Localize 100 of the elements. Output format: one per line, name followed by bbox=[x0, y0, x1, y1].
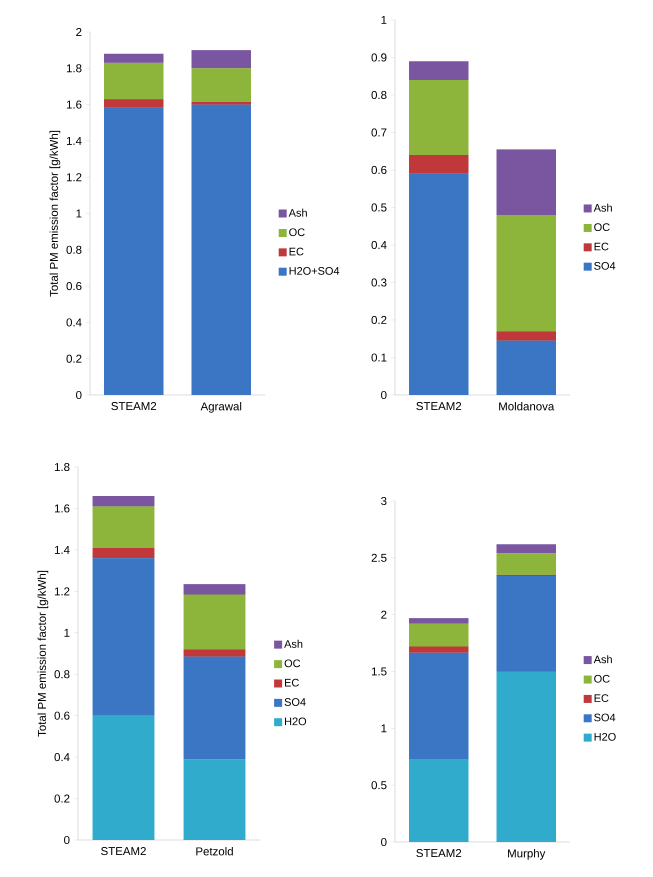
x-tick-label: Murphy bbox=[508, 849, 546, 860]
bar bbox=[192, 104, 252, 395]
y-tick-label: 1.8 bbox=[54, 462, 70, 472]
y-tick-label: 0.3 bbox=[372, 278, 386, 287]
legend-label: Ash bbox=[594, 655, 612, 664]
legend-label: SO4 bbox=[594, 714, 616, 722]
y-tick-label: 1.8 bbox=[66, 64, 82, 72]
bar bbox=[409, 759, 469, 842]
legend-label: EC bbox=[285, 678, 299, 687]
y-tick-label: 0.8 bbox=[66, 246, 82, 254]
bar bbox=[409, 154, 469, 174]
y-tick-label: 1 bbox=[76, 210, 82, 218]
bar bbox=[92, 558, 154, 716]
legend-label: OC bbox=[289, 228, 305, 236]
legend-label: OC bbox=[594, 674, 610, 683]
bar bbox=[409, 652, 469, 760]
bar bbox=[184, 649, 246, 657]
bar bbox=[104, 54, 164, 63]
bar bbox=[409, 61, 469, 80]
legend-label: OC bbox=[284, 659, 300, 668]
y-tick-label: 0.2 bbox=[66, 354, 82, 363]
bar bbox=[496, 672, 556, 842]
y-tick-label: 0.7 bbox=[372, 128, 386, 137]
y-tick-label: 0.8 bbox=[54, 670, 70, 678]
y-tick-label: 1.6 bbox=[54, 504, 70, 512]
bar bbox=[192, 68, 252, 102]
legend-label: H2O bbox=[594, 732, 616, 741]
x-tick-label: STEAM2 bbox=[416, 402, 462, 410]
y-tick-label: 0.6 bbox=[54, 712, 70, 720]
y-tick-label: 0.6 bbox=[66, 282, 82, 290]
x-tick-label: Petzold bbox=[196, 847, 233, 856]
bar bbox=[92, 496, 154, 506]
bar bbox=[409, 174, 469, 395]
legend-label: Ash bbox=[284, 640, 302, 648]
bar bbox=[192, 102, 252, 105]
legend-label: H2O bbox=[285, 718, 306, 726]
y-tick-label: 0 bbox=[381, 838, 387, 846]
bar bbox=[92, 716, 154, 840]
y-axis-title: Total PM emission factor [g/kWh] bbox=[50, 130, 60, 297]
y-tick-label: 0.8 bbox=[372, 90, 386, 100]
bar bbox=[409, 624, 469, 646]
bar bbox=[496, 553, 556, 575]
bar bbox=[92, 506, 154, 548]
bar bbox=[496, 331, 556, 341]
bar bbox=[496, 544, 556, 554]
y-tick-label: 0.2 bbox=[54, 794, 70, 803]
bar bbox=[184, 656, 246, 760]
y-tick-label: 0 bbox=[76, 390, 82, 400]
y-tick-label: 0.5 bbox=[372, 203, 387, 212]
bar bbox=[496, 214, 556, 332]
legend-label: SO4 bbox=[284, 698, 306, 706]
y-tick-label: 0 bbox=[381, 390, 387, 400]
y-tick-label: 1.4 bbox=[54, 546, 70, 554]
y-tick-label: 2.5 bbox=[372, 554, 387, 562]
bar bbox=[409, 646, 469, 653]
y-tick-label: 1.5 bbox=[372, 668, 387, 676]
y-tick-label: 0.1 bbox=[372, 353, 386, 362]
legend-label: EC bbox=[290, 248, 304, 256]
bar bbox=[92, 548, 154, 558]
legend-label: Ash bbox=[594, 204, 612, 212]
y-tick-label: 0 bbox=[64, 836, 70, 844]
x-tick-label: STEAM2 bbox=[101, 847, 146, 856]
y-tick-label: 0.9 bbox=[372, 53, 386, 62]
bar bbox=[409, 80, 469, 155]
bar bbox=[496, 149, 556, 215]
bar bbox=[192, 50, 252, 68]
y-tick-label: 1.4 bbox=[66, 136, 82, 145]
legend-label: EC bbox=[594, 242, 608, 250]
y-tick-label: 0.5 bbox=[372, 781, 387, 790]
y-tick-label: 2 bbox=[381, 610, 386, 619]
y-axis-title: Total PM emission factor [g/kWh] bbox=[38, 570, 48, 737]
bar bbox=[409, 618, 469, 624]
y-tick-label: 1.2 bbox=[54, 587, 70, 596]
y-tick-label: 0.6 bbox=[372, 166, 386, 174]
y-tick-label: 0.4 bbox=[54, 753, 70, 762]
bar bbox=[104, 62, 164, 100]
bar bbox=[104, 99, 164, 108]
y-tick-label: 0.4 bbox=[372, 240, 387, 250]
x-tick-label: STEAM2 bbox=[416, 849, 462, 858]
bar bbox=[184, 584, 246, 594]
y-tick-label: 3 bbox=[381, 496, 386, 506]
y-tick-label: 1 bbox=[64, 628, 70, 637]
bar bbox=[496, 340, 556, 395]
bar bbox=[184, 594, 246, 650]
y-tick-label: 0.2 bbox=[372, 316, 386, 324]
legend-label: H2O+SO4 bbox=[290, 267, 340, 275]
x-tick-label: Moldanova bbox=[499, 402, 554, 410]
y-tick-label: 2 bbox=[76, 28, 82, 36]
bar bbox=[104, 107, 164, 395]
legend-label: SO4 bbox=[594, 262, 616, 270]
y-tick-label: 1.6 bbox=[66, 100, 82, 109]
y-tick-label: 1 bbox=[381, 16, 386, 24]
y-tick-label: 1 bbox=[381, 724, 386, 732]
y-tick-label: 1.2 bbox=[66, 173, 82, 182]
x-tick-label: Agrawal bbox=[200, 402, 242, 413]
legend-label: Ash bbox=[288, 208, 307, 217]
legend-label: OC bbox=[594, 223, 610, 232]
bar bbox=[496, 576, 556, 672]
y-tick-label: 0.4 bbox=[66, 318, 82, 326]
legend-label: EC bbox=[594, 694, 608, 702]
